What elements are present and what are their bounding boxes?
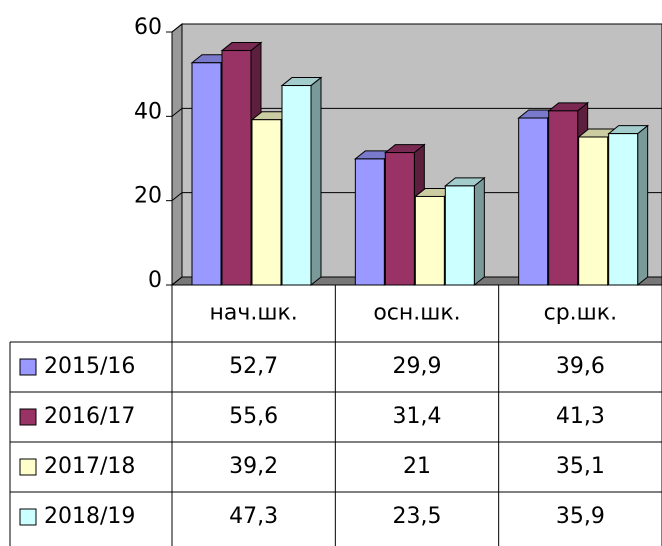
table-value: 39,2: [229, 454, 278, 479]
legend-swatch: [19, 408, 37, 426]
bar: [354, 158, 385, 286]
table-value: 31,4: [393, 404, 442, 429]
table-value: 21: [403, 454, 431, 479]
y-tick-label: 60: [134, 15, 162, 40]
table-header: нач.шк.: [210, 301, 298, 326]
table-value: 29,9: [393, 354, 442, 379]
legend-swatch: [19, 358, 37, 376]
grid-line: [171, 107, 183, 117]
bar: [281, 85, 312, 286]
table-value: 41,3: [556, 404, 605, 429]
legend-label: 2015/16: [44, 354, 135, 379]
grid-line: [171, 192, 183, 202]
bar: [191, 62, 222, 286]
bar-side: [310, 76, 322, 287]
bar: [414, 195, 445, 286]
bar-side: [473, 176, 485, 287]
bar: [608, 133, 639, 286]
grid-line: [171, 23, 183, 33]
bar: [221, 50, 252, 286]
side-wall: [171, 22, 183, 287]
bar: [384, 152, 415, 286]
legend-label: 2016/17: [44, 404, 135, 429]
table-value: 35,9: [556, 504, 605, 529]
bar: [578, 136, 609, 286]
legend-swatch: [19, 508, 37, 526]
bar: [251, 119, 282, 286]
table-value: 52,7: [229, 354, 278, 379]
y-tick-label: 20: [134, 184, 162, 209]
table-header: ср.шк.: [544, 301, 617, 326]
bar-side: [637, 124, 649, 287]
table-value: 47,3: [229, 504, 278, 529]
table-value: 39,6: [556, 354, 605, 379]
legend-swatch: [19, 458, 37, 476]
bar: [518, 117, 549, 286]
legend-label: 2018/19: [44, 504, 135, 529]
y-tick-label: 40: [134, 99, 162, 124]
table-value: 55,6: [229, 404, 278, 429]
table-value: 23,5: [393, 504, 442, 529]
table-value: 35,1: [556, 454, 605, 479]
bar: [444, 185, 475, 286]
bar: [548, 110, 579, 286]
table-header: осн.шк.: [373, 301, 460, 326]
legend-label: 2017/18: [44, 454, 135, 479]
y-tick-label: 0: [148, 268, 162, 293]
grid-line: [171, 276, 183, 286]
